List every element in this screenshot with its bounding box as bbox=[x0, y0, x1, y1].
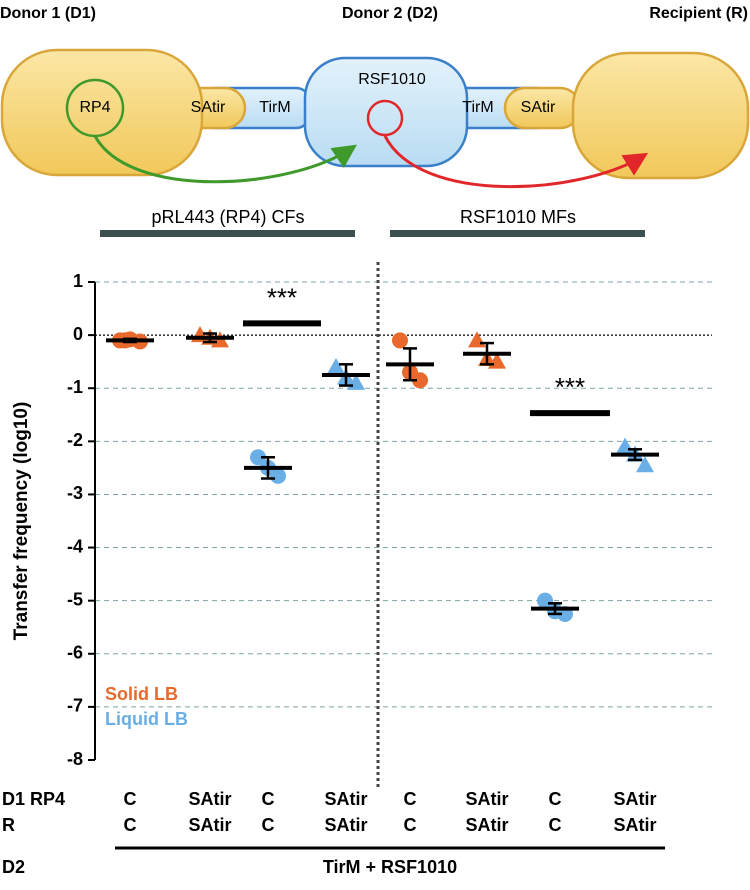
legend-entry: Solid LB bbox=[105, 684, 178, 704]
y-tick-label: -3 bbox=[67, 483, 83, 503]
donor1-cell bbox=[0, 48, 204, 177]
part-label: RSF1010 bbox=[358, 71, 426, 88]
data-point bbox=[392, 332, 408, 349]
part-label: SAtir bbox=[191, 99, 226, 116]
part-label: TirM bbox=[259, 99, 290, 116]
row-label: D1 RP4 bbox=[2, 789, 65, 809]
x-tick-label: C bbox=[262, 815, 275, 835]
x-tick-label: SAtir bbox=[613, 789, 656, 809]
data-point bbox=[250, 449, 266, 466]
x-tick-label: C bbox=[124, 789, 137, 809]
legend-entry: Liquid LB bbox=[105, 709, 188, 729]
data-point bbox=[616, 437, 634, 454]
y-tick-label: 1 bbox=[73, 271, 83, 291]
transfer-label: RSF1010 MFs bbox=[460, 207, 576, 227]
x-tick-label: C bbox=[262, 789, 275, 809]
significance-label: *** bbox=[555, 372, 585, 402]
part-label: RP4 bbox=[79, 99, 110, 116]
transfer-label: pRL443 (RP4) CFs bbox=[151, 207, 304, 227]
chart: Transfer frequency (log10) -8 -7 -6 -5 -4 -3 -… bbox=[2, 262, 712, 877]
y-tick-label: -5 bbox=[67, 589, 83, 609]
x-tick-label: C bbox=[549, 789, 562, 809]
data-point bbox=[537, 592, 553, 609]
x-tick-label: SAtir bbox=[324, 815, 367, 835]
x-tick-label: SAtir bbox=[188, 789, 231, 809]
donor2-cell bbox=[303, 56, 469, 168]
recipient-cell bbox=[571, 51, 750, 180]
x-tick-label: C bbox=[404, 789, 417, 809]
y-tick-label: -1 bbox=[67, 377, 83, 397]
part-label: TirM bbox=[462, 99, 493, 116]
y-tick-label: -4 bbox=[67, 536, 83, 556]
x-tick-label: SAtir bbox=[188, 815, 231, 835]
y-tick-label: -6 bbox=[67, 643, 83, 663]
row-label: R bbox=[2, 815, 15, 835]
data-point bbox=[636, 456, 654, 473]
significance-label: *** bbox=[267, 282, 297, 312]
cell-label: Donor 1 (D1) bbox=[0, 5, 96, 22]
x-tick-label: C bbox=[124, 815, 137, 835]
conjugation-arrow bbox=[93, 135, 357, 184]
part-label: SAtir bbox=[521, 99, 556, 116]
rsf-plasmid bbox=[366, 99, 404, 137]
y-axis-label: Transfer frequency (log10) bbox=[11, 402, 32, 641]
footer-text: TirM + RSF1010 bbox=[323, 857, 457, 877]
x-tick-label: SAtir bbox=[613, 815, 656, 835]
footer-label: D2 bbox=[2, 857, 25, 877]
data-point bbox=[327, 357, 345, 374]
cell-label: Donor 2 (D2) bbox=[342, 5, 438, 22]
y-tick-label: -8 bbox=[67, 749, 83, 769]
x-tick-label: C bbox=[404, 815, 417, 835]
x-tick-label: SAtir bbox=[324, 789, 367, 809]
x-tick-label: C bbox=[549, 815, 562, 835]
x-tick-label: SAtir bbox=[465, 815, 508, 835]
diagram: Donor 1 (D1) Donor 2 (D2) Recipient (R) … bbox=[0, 5, 750, 237]
y-tick-label: -7 bbox=[67, 696, 83, 716]
transfer-bar bbox=[390, 230, 645, 237]
y-tick-label: -2 bbox=[67, 430, 83, 450]
transfer-bar bbox=[100, 230, 355, 237]
cell-label: Recipient (R) bbox=[649, 5, 748, 22]
mobilization-arrow bbox=[383, 135, 649, 188]
data-point bbox=[468, 331, 486, 348]
y-tick-label: 0 bbox=[73, 324, 83, 344]
x-tick-label: SAtir bbox=[465, 789, 508, 809]
